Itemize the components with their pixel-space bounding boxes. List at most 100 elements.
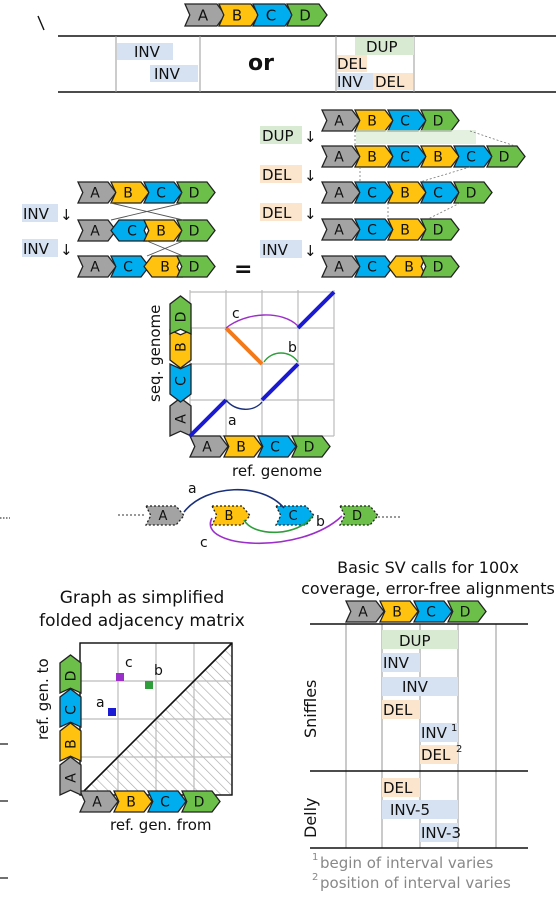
- gene-d-label: D: [352, 509, 362, 524]
- sv-calls-table: A B C D: [310, 600, 528, 849]
- gene-a-arrow: A: [169, 397, 192, 438]
- footnote-2: position of interval varies: [320, 874, 511, 892]
- gene-a-arrow: A: [76, 255, 117, 278]
- dotplot-edge-b: [263, 352, 299, 363]
- gene-b-shape: [222, 435, 263, 458]
- gene-b-label: B: [225, 509, 234, 524]
- gene-b-shape: [143, 255, 184, 278]
- inv-call-box: [337, 73, 373, 90]
- gene-c-shape: [109, 255, 150, 278]
- gene-b-arrow: B: [109, 181, 150, 204]
- matrix-xlabel: ref. gen. from: [110, 816, 212, 834]
- gene-d-shape: [290, 435, 331, 458]
- gene-c-arrow: C: [59, 688, 82, 729]
- gene-c-label: C: [466, 150, 476, 166]
- gene-b-label: B: [156, 224, 166, 240]
- mapping-line: [469, 130, 516, 147]
- gene-c-shape: [353, 218, 394, 241]
- sniffles-call-3: INV: [402, 678, 429, 696]
- gene-d-arrow: D: [169, 295, 192, 336]
- gene-b-arrow: B: [169, 328, 192, 369]
- gene-c-shape: [452, 145, 493, 168]
- gene-a-label: A: [64, 773, 80, 783]
- gene-c-arrow: C: [110, 219, 151, 242]
- dotplot-xlabel: ref. genome: [232, 462, 322, 480]
- gene-d-arrow: D: [290, 435, 331, 458]
- gene-d-shape: [446, 600, 487, 623]
- gene-b-shape: [353, 145, 394, 168]
- gene-d-label: D: [64, 671, 80, 682]
- gene-a-label: A: [174, 414, 190, 424]
- gene-d-label: D: [304, 440, 315, 456]
- gene-d-arrow: D: [419, 218, 460, 241]
- gene-c-arrow: C: [419, 181, 460, 204]
- gene-b-shape: [109, 181, 150, 204]
- gene-a-shape: [184, 3, 226, 27]
- matrix-cell-label-c: c: [125, 655, 133, 671]
- gene-a-arrow: A: [78, 790, 119, 813]
- dup-call-box: [382, 630, 458, 649]
- gene-b-arrow: B: [143, 255, 184, 278]
- top-gene-row: A B C D: [184, 3, 328, 27]
- gene-c-label: C: [426, 605, 436, 621]
- footnote-1-mark: 1: [312, 852, 318, 863]
- delly-call-2: INV-5: [390, 801, 430, 819]
- or-label: or: [248, 51, 274, 76]
- right-step-3: DEL: [262, 204, 292, 222]
- gene-d-arrow: D: [175, 181, 216, 204]
- footnote-1: begin of interval varies: [320, 854, 494, 872]
- gene-c-label: C: [400, 150, 410, 166]
- top-right-del-2: DEL: [375, 73, 405, 91]
- footnote-2-mark: 2: [312, 872, 318, 883]
- left-edge-tick: [37, 15, 45, 31]
- gene-c-label: C: [288, 509, 297, 524]
- gene-b-shape: [142, 219, 183, 242]
- gene-c-shape: [256, 435, 297, 458]
- gene-a-shape: [76, 255, 117, 278]
- gene-d-label: D: [433, 260, 444, 276]
- sniffles-label: Sniffles: [301, 680, 320, 738]
- gene-c-arrow: C: [386, 109, 427, 132]
- gene-a-label: A: [198, 6, 209, 24]
- gene-c-arrow: C: [412, 600, 453, 623]
- gene-b-shape: [218, 3, 260, 27]
- inv-step-box: [260, 240, 302, 258]
- gene-a-shape: [169, 397, 192, 438]
- gene-c-label: C: [367, 186, 377, 202]
- gene-b-arrow: B: [386, 181, 427, 204]
- sniffles-call-1: DUP: [399, 632, 431, 650]
- inv-call-box: [420, 823, 458, 842]
- gene-a-arrow: A: [76, 219, 117, 242]
- gene-a-label: A: [90, 186, 100, 202]
- right-dup-del-path: A B C D A B C B C D A C B C D A C B D A C B D: [320, 109, 526, 278]
- gene-a-label: A: [334, 260, 344, 276]
- gene-d-shape: [180, 790, 221, 813]
- gene-d-arrow: D: [419, 109, 460, 132]
- del-call-box: [382, 700, 420, 719]
- gene-c-shape: [59, 688, 82, 729]
- gene-b-label: B: [367, 150, 377, 166]
- gene-c-arrow: C: [169, 362, 192, 403]
- gene-a-arrow: A: [144, 505, 185, 526]
- gene-a-arrow: A: [320, 218, 361, 241]
- matrix-cell-label-a: a: [96, 695, 105, 711]
- gene-b-arrow: B: [353, 109, 394, 132]
- sniffles-call-4: DEL: [383, 701, 413, 719]
- gene-d-arrow: D: [485, 145, 526, 168]
- matrix-title-1: Graph as simplified: [60, 588, 225, 608]
- gene-c-shape: [274, 505, 315, 526]
- gene-c-arrow: C: [142, 181, 183, 204]
- alignment-segment-d: [296, 290, 336, 330]
- gene-c-label: C: [433, 186, 443, 202]
- gene-b-label: B: [236, 440, 246, 456]
- gene-a-arrow: A: [344, 600, 385, 623]
- gene-b-shape: [59, 722, 82, 763]
- gene-d-label: D: [174, 312, 190, 323]
- equals-sign: =: [234, 257, 252, 282]
- gene-b-shape: [169, 328, 192, 369]
- gene-a-label: A: [334, 223, 344, 239]
- gene-c-arrow: C: [252, 3, 294, 27]
- gene-b-shape: [210, 505, 251, 526]
- gene-c-label: C: [64, 705, 80, 715]
- gene-d-label: D: [460, 605, 471, 621]
